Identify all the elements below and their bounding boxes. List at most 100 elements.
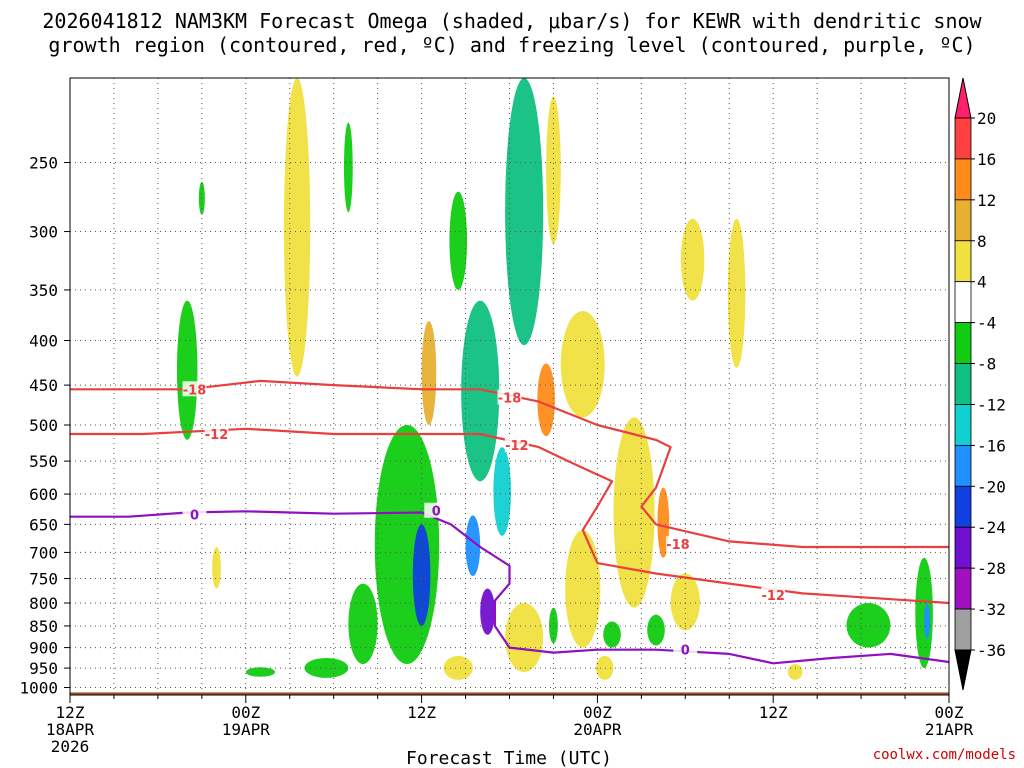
colorbar-label-2: 12 xyxy=(977,191,996,210)
contour-label-1: -18 xyxy=(498,392,522,407)
y-tick-label-450: 450 xyxy=(29,376,58,395)
colorbar-swatch-1 xyxy=(954,158,972,201)
colorbar-label-11: -28 xyxy=(977,559,1006,578)
omega-cell-34 xyxy=(443,655,473,680)
contour-2 xyxy=(70,510,949,665)
colorbar-label-1: 16 xyxy=(977,150,996,169)
colorbar-label-4: 4 xyxy=(977,273,987,292)
omega-cell-16 xyxy=(465,515,481,577)
y-tick-label-850: 850 xyxy=(29,617,58,636)
y-tick-label-950: 950 xyxy=(29,659,58,678)
colorbar-swatch-7 xyxy=(954,404,972,446)
omega-cell-24 xyxy=(603,621,621,648)
colorbar: 20 16 12 8 4 -4 -8 -12 -16 -20 -24 -28 -32 -36 xyxy=(954,77,1006,691)
colorbar-label-12: -32 xyxy=(977,600,1006,619)
x-tick-label-12-1: 19APR xyxy=(222,720,271,739)
omega-cell-7 xyxy=(505,78,544,346)
x-tick-label-12-0: 00Z xyxy=(231,703,260,722)
omega-cell-4 xyxy=(421,321,437,426)
omega-cell-27 xyxy=(245,667,276,677)
omega-cell-12 xyxy=(613,417,655,608)
omega-cell-2 xyxy=(343,122,353,213)
colorbar-top-triangle xyxy=(954,77,972,119)
omega-cell-9 xyxy=(537,363,555,437)
omega-cell-5 xyxy=(449,191,468,290)
omega-cell-25 xyxy=(647,614,665,646)
omega-cell-0 xyxy=(176,300,198,440)
colorbar-swatch-11 xyxy=(954,567,972,610)
omega-cell-11 xyxy=(680,218,705,301)
omega-cell-30 xyxy=(915,557,933,669)
omega-cell-19 xyxy=(348,583,378,665)
omega-cell-26 xyxy=(670,573,700,631)
colorbar-label-0: 20 xyxy=(977,109,996,128)
omega-cell-31 xyxy=(924,602,931,640)
chart-title-line1: 2026041812 NAM3KM Forecast Omega (shaded… xyxy=(42,9,982,33)
omega-cell-32 xyxy=(727,218,746,368)
colorbar-swatch-6 xyxy=(954,363,972,405)
x-axis-title: Forecast Time (UTC) xyxy=(406,748,612,768)
colorbar-swatch-4 xyxy=(954,281,972,324)
omega-cell-22 xyxy=(565,530,601,648)
contour-label-6: 0 xyxy=(190,508,199,523)
contour-label-bg-1 xyxy=(497,389,522,405)
x-tick-label-60-0: 00Z xyxy=(935,703,964,722)
colorbar-label-7: -12 xyxy=(977,395,1006,414)
contour-label-bg-0 xyxy=(182,381,207,397)
contour-label-bg-8 xyxy=(673,641,698,657)
omega-cell-10 xyxy=(560,310,605,418)
omega-cell-21 xyxy=(505,602,544,673)
contour-labels: -18 -18 -18 -12 -12 -12 0 0 0 xyxy=(182,381,786,659)
omega-cell-6 xyxy=(461,300,500,482)
y-tick-label-900: 900 xyxy=(29,639,58,658)
omega-shading xyxy=(176,78,933,680)
omega-cell-18 xyxy=(493,447,511,536)
chart-title-line2: growth region (contoured, red, ºC) and f… xyxy=(48,33,976,57)
y-axis: 250 300 350 400 450 500 550 600 650 700 750 800 850 9… xyxy=(19,154,70,698)
omega-cell-35 xyxy=(595,655,614,680)
contour-0 xyxy=(70,379,949,549)
colorbar-swatch-3 xyxy=(954,240,972,283)
x-tick-label-24-0: 12Z xyxy=(407,703,436,722)
contour-1 xyxy=(70,427,949,605)
colorbar-label-13: -36 xyxy=(977,641,1006,660)
y-tick-label-400: 400 xyxy=(29,331,58,350)
colorbar-label-6: -8 xyxy=(977,355,996,374)
contour-label-bg-3 xyxy=(204,425,229,441)
omega-cell-17 xyxy=(480,588,495,635)
colorbar-swatch-9 xyxy=(954,485,972,528)
x-tick-label-48-0: 12Z xyxy=(759,703,788,722)
omega-cell-8 xyxy=(546,96,561,244)
x-tick-label-36-1: 20APR xyxy=(573,720,622,739)
colorbar-swatch-2 xyxy=(954,199,972,242)
contour-label-bg-2 xyxy=(665,536,690,552)
credit-text: coolwx.com/models xyxy=(872,747,1016,763)
x-tick-label-0-1: 18APR xyxy=(46,720,95,739)
y-tick-label-500: 500 xyxy=(29,416,58,435)
contour-label-bg-5 xyxy=(761,586,786,602)
omega-cell-29 xyxy=(846,602,891,648)
y-tick-label-1000: 1000 xyxy=(19,679,58,698)
colorbar-swatch-10 xyxy=(954,526,972,569)
contour-label-bg-7 xyxy=(424,502,449,518)
y-tick-label-250: 250 xyxy=(29,154,58,173)
x-tick-label-0-0: 12Z xyxy=(56,703,85,722)
y-tick-label-600: 600 xyxy=(29,485,58,504)
contour-label-bg-6 xyxy=(182,506,207,522)
omega-cell-33 xyxy=(787,664,803,680)
colorbar-swatch-5 xyxy=(954,322,972,364)
omega-cell-20 xyxy=(304,657,349,678)
colorbar-label-10: -24 xyxy=(977,518,1006,537)
contour-label-7: 0 xyxy=(432,505,441,520)
omega-cell-28 xyxy=(212,546,221,589)
contour-label-0: -18 xyxy=(183,383,207,398)
contour-label-4: -12 xyxy=(505,439,529,454)
temperature-contours xyxy=(70,379,949,665)
omega-cell-23 xyxy=(549,607,558,644)
colorbar-label-3: 8 xyxy=(977,232,987,251)
omega-cell-14 xyxy=(374,425,440,665)
omega-cell-1 xyxy=(283,78,311,377)
y-tick-label-350: 350 xyxy=(29,281,58,300)
